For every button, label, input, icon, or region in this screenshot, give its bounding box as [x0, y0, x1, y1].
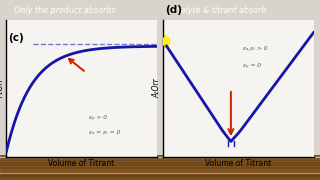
- X-axis label: Volume of Titrant: Volume of Titrant: [48, 159, 115, 168]
- Bar: [0, 155, 320, 156]
- Y-axis label: AₜOrr: AₜOrr: [0, 78, 5, 98]
- Bar: [0, 163, 320, 165]
- Bar: [0, 165, 320, 166]
- Bar: [0, 168, 320, 169]
- Bar: [0, 164, 320, 165]
- X-axis label: Volume of Titrant: Volume of Titrant: [205, 159, 272, 168]
- Bar: [0, 159, 320, 160]
- Bar: [0, 158, 320, 159]
- Bar: [0, 167, 320, 168]
- Text: εₐ,εₜ > 0: εₐ,εₜ > 0: [243, 46, 268, 51]
- Bar: [0, 163, 320, 164]
- Text: εₐ = εₜ = 0: εₐ = εₜ = 0: [89, 130, 120, 135]
- Bar: [0, 162, 320, 164]
- Bar: [0, 166, 320, 167]
- Y-axis label: AₜOrr: AₜOrr: [153, 78, 162, 98]
- Bar: [0, 171, 320, 172]
- Bar: [0, 162, 320, 163]
- Bar: [0, 177, 320, 179]
- Bar: [0, 174, 320, 175]
- Bar: [0, 177, 320, 179]
- Text: (d): (d): [165, 5, 182, 15]
- Text: (c): (c): [8, 33, 24, 44]
- Text: Analyte & titrant absorb: Analyte & titrant absorb: [171, 6, 267, 15]
- Text: Only the product absorbs: Only the product absorbs: [14, 6, 116, 15]
- Text: εₚ = 0: εₚ = 0: [243, 63, 261, 68]
- Text: εₚ > 0: εₚ > 0: [89, 115, 107, 120]
- Bar: [0, 170, 320, 171]
- Bar: [0, 178, 320, 180]
- Bar: [0, 169, 320, 171]
- Bar: [0, 164, 320, 165]
- Bar: [0, 168, 320, 169]
- Bar: [0, 174, 320, 175]
- Bar: [0, 175, 320, 176]
- Bar: [0, 170, 320, 171]
- Bar: [0, 169, 320, 170]
- Bar: [0, 160, 320, 162]
